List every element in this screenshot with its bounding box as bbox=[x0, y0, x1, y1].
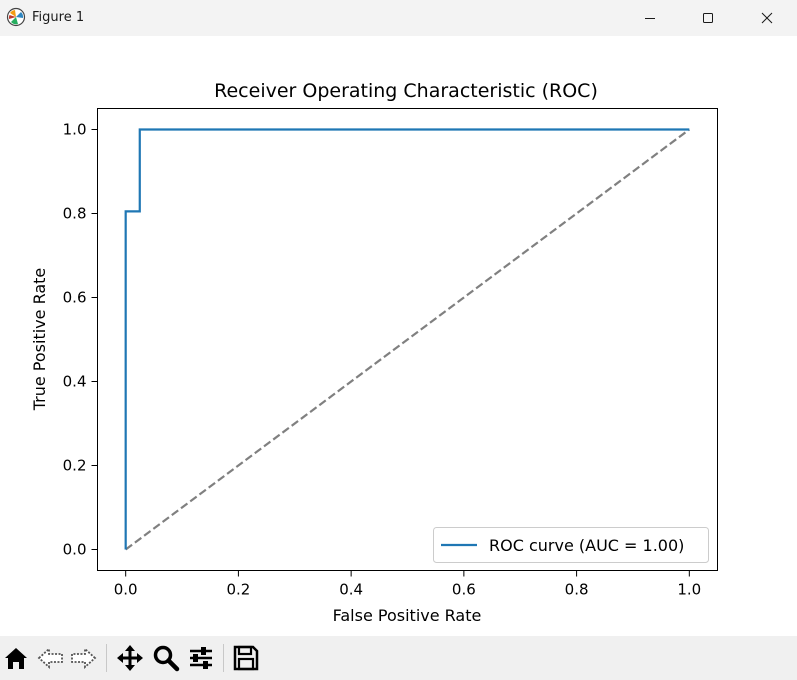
save-icon bbox=[233, 645, 259, 671]
x-tick-label: 0.8 bbox=[565, 581, 589, 599]
x-tick-label: 0.4 bbox=[339, 581, 363, 599]
configure-subplots-button[interactable] bbox=[187, 644, 215, 672]
toolbar-separator bbox=[106, 644, 107, 672]
y-tick-label: 1.0 bbox=[63, 121, 87, 139]
chance-diagonal-line bbox=[125, 128, 690, 551]
home-icon bbox=[5, 648, 27, 669]
zoom-button[interactable] bbox=[152, 644, 180, 672]
x-tick-label: 1.0 bbox=[677, 581, 701, 599]
legend-box bbox=[433, 527, 709, 563]
x-tick-label: 0.6 bbox=[452, 581, 476, 599]
y-tick-label: 0.0 bbox=[63, 541, 87, 559]
zoom-icon bbox=[153, 645, 180, 672]
figure-canvas: Receiver Operating Characteristic (ROC) … bbox=[0, 36, 797, 636]
matplotlib-icon bbox=[6, 7, 26, 27]
pan-button[interactable] bbox=[116, 644, 144, 672]
back-button[interactable] bbox=[37, 644, 65, 672]
y-tick-label: 0.2 bbox=[63, 457, 87, 475]
window-title: Figure 1 bbox=[32, 10, 85, 25]
x-tick-label: 0.0 bbox=[114, 581, 138, 599]
legend-label: ROC curve (AUC = 1.00) bbox=[489, 536, 684, 555]
legend: ROC curve (AUC = 1.00) bbox=[433, 527, 709, 563]
maximize-icon bbox=[703, 13, 713, 23]
chart-title: Receiver Operating Characteristic (ROC) bbox=[214, 80, 598, 102]
maximize-button[interactable] bbox=[685, 0, 731, 36]
close-button[interactable] bbox=[744, 0, 790, 36]
y-tick-label: 0.4 bbox=[63, 373, 87, 391]
toolbar-separator bbox=[223, 644, 224, 672]
y-tick-label: 0.8 bbox=[63, 205, 87, 223]
forward-button[interactable] bbox=[69, 644, 97, 672]
close-icon bbox=[761, 12, 773, 24]
x-tick-label: 0.2 bbox=[226, 581, 250, 599]
y-tick-label: 0.6 bbox=[63, 289, 87, 307]
navigation-toolbar bbox=[0, 636, 797, 680]
minimize-button[interactable] bbox=[627, 0, 673, 36]
axes-frame bbox=[97, 108, 718, 571]
minimize-icon bbox=[645, 18, 655, 19]
back-icon bbox=[37, 646, 63, 670]
forward-icon bbox=[71, 646, 97, 670]
x-axis-label: False Positive Rate bbox=[333, 606, 482, 625]
window-titlebar: Figure 1 bbox=[0, 0, 797, 36]
home-button[interactable] bbox=[2, 644, 30, 672]
roc-curve-line bbox=[124, 128, 690, 550]
save-button[interactable] bbox=[232, 644, 260, 672]
plot-lines bbox=[124, 128, 690, 551]
x-axis: 0.0 0.2 0.4 0.6 0.8 1.0 bbox=[114, 570, 701, 599]
y-axis-label: True Positive Rate bbox=[30, 268, 49, 412]
y-axis: 0.0 0.2 0.4 0.6 0.8 1.0 bbox=[63, 121, 98, 559]
roc-chart: Receiver Operating Characteristic (ROC) … bbox=[30, 80, 718, 625]
pan-icon bbox=[117, 645, 143, 671]
configure-subplots-icon bbox=[190, 647, 212, 669]
